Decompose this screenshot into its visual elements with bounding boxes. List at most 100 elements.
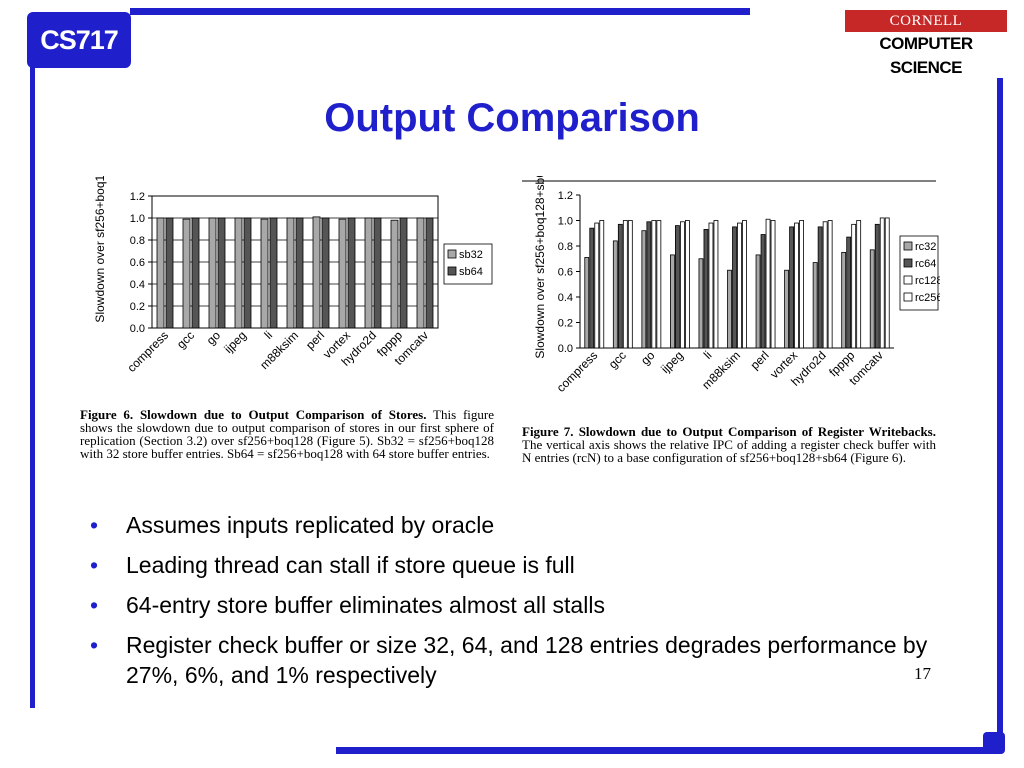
fig7-legend-label-rc256: rc256: [915, 292, 940, 304]
fig7-bar-rc64: [617, 223, 623, 349]
fig7-xtick-label: perl: [748, 348, 772, 372]
frame-left-bar: [30, 60, 35, 708]
fig6-bar-sb64: [269, 217, 278, 329]
fig7-ytick-label: 0.6: [558, 267, 573, 279]
fig7-bar-rc256: [627, 220, 633, 349]
fig7-bar-rc64: [732, 226, 737, 349]
fig7-legend-label-rc32: rc32: [915, 241, 936, 253]
fig7-bar-rc64: [760, 234, 766, 349]
fig7-bar-rc64: [817, 226, 823, 349]
fig6-bar-sb64: [295, 217, 304, 329]
fig7-legend-swatch-rc64: [903, 258, 913, 268]
fig6-bar-sb32: [286, 217, 295, 329]
university-logo: CORNELL UNIVERSITY COMPUTER SCIENCE: [845, 10, 1007, 77]
fig7-bar-rc256: [856, 220, 862, 349]
fig7-bar-rc256: [770, 220, 776, 349]
figure6-caption-bold: Figure 6. Slowdown due to Output Compari…: [80, 407, 427, 422]
fig7-bar-rc32: [784, 269, 789, 349]
fig7-xtick-label: ijpeg: [658, 348, 686, 376]
fig7-bar-rc256: [685, 220, 690, 349]
fig7-xtick-label: compress: [554, 348, 601, 395]
fig6-ylabel: Slowdown over sf256+boq128: [93, 176, 107, 323]
fig7-ytick-label: 0.2: [558, 318, 573, 330]
fig6-ytick-label: 0.2: [130, 301, 145, 313]
fig6-bar-sb32: [234, 217, 243, 329]
fig7-legend-label-rc128: rc128: [915, 275, 940, 287]
fig7-ylabel: Slowdown over sf256+boq128+sb64: [533, 176, 547, 359]
fig7-bar-rc64: [675, 225, 680, 349]
page-number: 17: [914, 664, 931, 683]
figure6-caption-text: This figure shows the slowdown due to ou…: [80, 407, 494, 461]
fig6-bar-sb32: [208, 217, 217, 329]
course-label: CS717: [27, 12, 131, 68]
fig7-bar-rc128: [708, 222, 714, 349]
fig7-xtick-label: li: [701, 348, 715, 362]
fig7-bar-rc128: [794, 222, 799, 349]
figure6-chart: 0.0 0.2 0.4 0.6 0.8 1.0 1.2 compress gcc go ijpeg l…: [88, 176, 496, 406]
figure6-caption: Figure 6. Slowdown due to Output Compari…: [80, 408, 494, 460]
fig6-ytick-label: 0.8: [130, 235, 145, 247]
fig6-bar-sb64: [191, 217, 200, 329]
fig6-bar-sb32: [416, 217, 425, 329]
fig6-plot-border: [151, 195, 439, 329]
fig6-bar-sb64: [217, 217, 226, 329]
fig7-xtick-label: gcc: [606, 348, 629, 371]
fig7-bar-rc128: [622, 220, 628, 349]
fig7-bar-rc64: [703, 229, 709, 349]
logo-department-text: COMPUTER SCIENCE: [879, 34, 973, 77]
fig6-legend-swatch-sb64: [447, 266, 457, 276]
fig6-bar-sb64: [373, 217, 382, 329]
fig7-xtick-label: go: [638, 348, 658, 368]
fig7-bar-rc256: [742, 220, 747, 349]
frame-top-bar: [130, 8, 750, 15]
fig7-bar-rc64: [589, 227, 595, 349]
fig7-bar-rc32: [812, 262, 818, 349]
fig7-ytick-label: 0.4: [558, 292, 573, 304]
slide-title: Output Comparison: [324, 96, 700, 140]
bullet-list: Assumes inputs replicated by oracle Lead…: [90, 510, 940, 700]
fig6-bar-sb64: [321, 217, 330, 329]
fig7-bar-rc32: [612, 240, 618, 349]
fig6-bar-sb32: [364, 217, 373, 329]
logo-university-text: CORNELL UNIVERSITY: [845, 10, 1007, 51]
fig6-ytick-label: 1.0: [130, 213, 145, 225]
fig7-ytick-label: 1.0: [558, 216, 573, 228]
fig7-bar-rc64: [789, 226, 794, 349]
fig7-bar-rc32: [841, 251, 847, 349]
fig7-bar-rc64: [846, 236, 852, 349]
frame-corner-block: [983, 732, 1005, 754]
fig6-ytick-label: 0.6: [130, 257, 145, 269]
fig6-ytick-label: 0.0: [130, 323, 145, 335]
fig7-legend-swatch-rc128: [903, 275, 913, 285]
fig7-bar-rc128: [851, 223, 857, 349]
fig7-bar-rc64: [874, 223, 880, 349]
bullet-item: Register check buffer or size 32, 64, an…: [90, 630, 940, 690]
fig7-bar-rc128: [680, 221, 685, 349]
fig6-legend-swatch-sb32: [447, 249, 457, 259]
bullet-item: Leading thread can stall if store queue …: [90, 550, 940, 580]
fig7-bar-rc32: [698, 258, 704, 349]
fig7-bar-rc32: [641, 230, 647, 349]
fig6-xtick-label: go: [204, 328, 224, 348]
fig6-bar-sb32: [338, 218, 347, 329]
fig6-bar-sb64: [399, 217, 408, 329]
figure7-caption: Figure 7. Slowdown due to Output Compari…: [522, 425, 936, 464]
fig6-xtick-label: li: [261, 328, 275, 342]
fig7-ytick-label: 0.8: [558, 241, 573, 253]
fig7-bar-rc32: [755, 254, 761, 349]
fig7-bar-rc32: [727, 269, 732, 349]
fig7-bar-rc256: [884, 217, 890, 349]
figure7-chart-svg: 0.0 0.2 0.4 0.6 0.8 1.0 1.2 compress gcc go ijpeg l…: [522, 176, 940, 395]
fig7-bar-rc32: [670, 254, 675, 349]
fig7-bar-rc256: [827, 220, 833, 349]
fig7-bar-rc128: [765, 218, 771, 349]
fig6-bar-sb64: [165, 217, 174, 329]
fig6-ytick-label: 0.4: [130, 279, 145, 291]
fig6-bar-sb32: [182, 218, 191, 329]
fig6-xtick-label: gcc: [174, 328, 197, 351]
fig7-bar-rc128: [594, 222, 600, 349]
fig7-bar-rc128: [737, 222, 742, 349]
bullet-item: 64-entry store buffer eliminates almost …: [90, 590, 940, 620]
fig7-ytick-label: 0.0: [558, 343, 573, 355]
